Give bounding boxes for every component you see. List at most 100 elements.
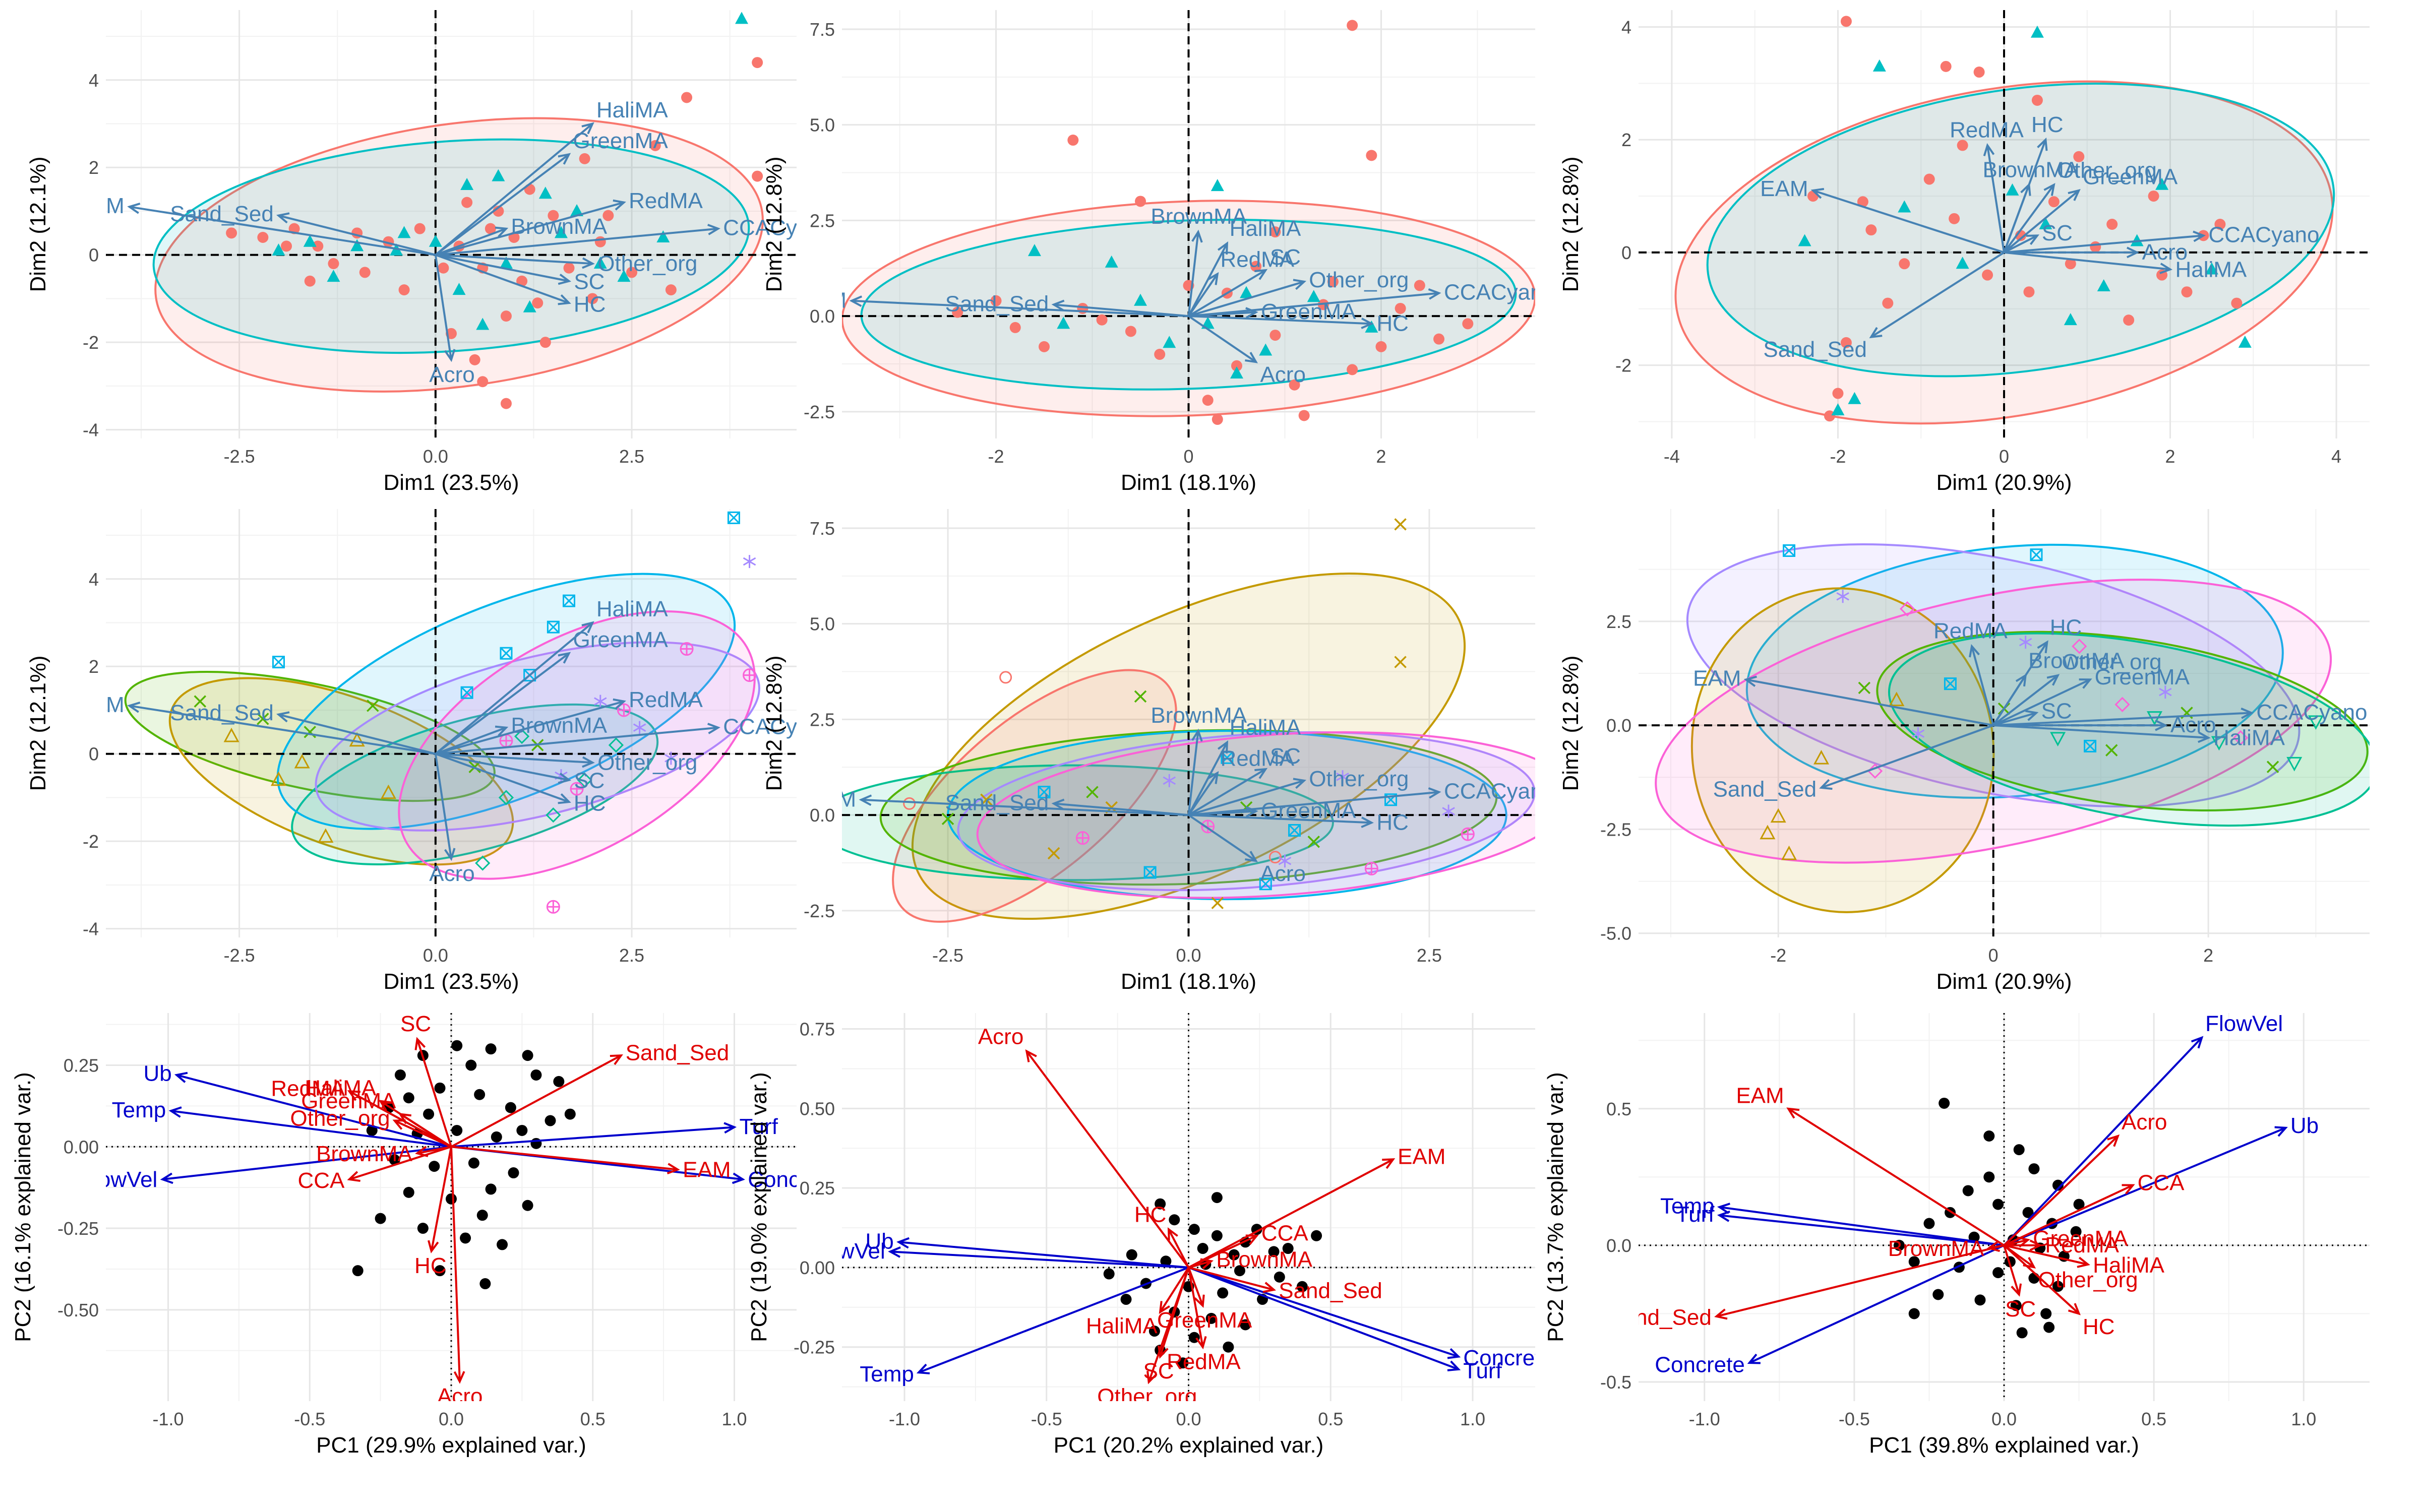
y-tick-label: -2 (1615, 355, 1631, 376)
data-point (2159, 685, 2172, 699)
data-point (1832, 388, 1844, 399)
arrow-head (610, 1054, 623, 1065)
loading-arrow (1188, 791, 1439, 816)
arrow-head (276, 711, 290, 723)
data-point (952, 306, 963, 318)
arrow-label: BrownMA (316, 1142, 412, 1166)
arrow-head (1167, 1227, 1178, 1241)
x-tick-label: -1.0 (153, 1409, 184, 1429)
arrow-head (2015, 673, 2027, 687)
data-point (1983, 1171, 1995, 1183)
confidence-ellipse (152, 138, 750, 354)
data-point (1781, 845, 1797, 860)
x-tick-label: -2 (1770, 945, 1786, 966)
data-point (1899, 601, 1915, 617)
data-point (2090, 241, 2101, 253)
x-axis-title: PC1 (20.2% explained var.) (1054, 1433, 1324, 1458)
data-point (1240, 286, 1253, 298)
loading-arrow (1053, 802, 1189, 816)
data-point (349, 732, 365, 747)
data-point (1278, 854, 1292, 868)
arrow-label: Other_org (2057, 158, 2157, 183)
data-point (1461, 827, 1475, 841)
data-point (743, 668, 757, 682)
data-point (451, 1040, 463, 1051)
arrow-label: GreenMA (2095, 665, 2190, 689)
data-point (570, 204, 584, 216)
series-0 (1894, 1097, 2085, 1339)
arrow-label: Concrete (1655, 1352, 1745, 1377)
loading-arrow (1187, 730, 1199, 815)
data-point (1982, 269, 1993, 281)
data-point (294, 753, 310, 769)
arrow-label: CCACyano (1444, 779, 1555, 804)
x-axis-title: Dim1 (18.1%) (1121, 470, 1256, 495)
data-point (1908, 1256, 1920, 1268)
data-point (1983, 1130, 1995, 1142)
arrow-label: CCACyano (723, 715, 834, 739)
loading-arrow (1188, 768, 1266, 816)
data-point (1009, 322, 1021, 333)
arrow-head (276, 212, 290, 224)
data-point (1836, 590, 1849, 603)
series-5 (1075, 820, 1475, 875)
loading-arrow (1187, 742, 1228, 816)
arrow-head (1717, 1210, 1730, 1222)
x-axis-title: Dim1 (20.9%) (1937, 969, 2072, 994)
data-point (999, 671, 1012, 684)
data-point (553, 1076, 565, 1087)
data-point (1228, 1249, 1240, 1261)
loading-arrow (170, 1110, 452, 1148)
arrow-head (1428, 288, 1441, 300)
y-tick-label: 0 (1621, 242, 1631, 263)
loading-arrow (1971, 646, 1994, 726)
loading-arrow (1188, 269, 1266, 317)
series-4 (1163, 770, 1455, 868)
loading-arrow (1147, 1267, 1190, 1382)
arrow-label: SC (2042, 221, 2073, 245)
data-point (554, 226, 568, 238)
data-point (414, 223, 426, 234)
data-point (2023, 286, 2035, 298)
grid (106, 509, 797, 937)
arrow-head (453, 1371, 465, 1384)
arrow-label: SC (574, 769, 604, 793)
loading-arrow (399, 1113, 452, 1148)
arrow-head (1195, 1336, 1207, 1350)
loading-arrow (1053, 303, 1189, 318)
data-point (1824, 410, 1835, 422)
data-point (1394, 518, 1407, 531)
data-point (403, 1092, 414, 1104)
confidence-ellipse (154, 117, 764, 393)
data-point (1848, 392, 1861, 404)
data-point (2052, 1179, 2064, 1191)
data-point (2013, 1144, 2025, 1156)
arrow-head (347, 1171, 360, 1182)
data-point (664, 751, 678, 765)
loading-arrow (2004, 234, 2204, 254)
y-tick-label: 0.0 (1606, 715, 1631, 736)
x-tick-label: -0.5 (1031, 1409, 1062, 1429)
x-tick-label: 0.5 (580, 1409, 606, 1429)
confidence-ellipse (892, 669, 1177, 923)
data-point (626, 267, 638, 278)
loading-arrow (1719, 1206, 2005, 1246)
confidence-ellipse (1686, 543, 2301, 808)
arrow-label: GreenMA (1157, 1308, 1252, 1333)
data-point (446, 1193, 457, 1205)
loading-arrow (1187, 1267, 1204, 1306)
arrow-label: HC (574, 791, 606, 816)
y-tick-label: 0.00 (64, 1137, 99, 1157)
data-point (1154, 349, 1166, 360)
arrow-head (1191, 728, 1203, 742)
x-tick-label: -2.5 (224, 945, 255, 966)
arrow-head (495, 725, 509, 736)
arrow-head (1786, 1107, 1800, 1119)
arrow-label: Other_org (290, 1106, 390, 1130)
series-1 (1027, 179, 1378, 379)
data-point (474, 1089, 486, 1100)
arrow-head (2107, 1134, 2120, 1147)
loading-arrow (1188, 1260, 1212, 1269)
